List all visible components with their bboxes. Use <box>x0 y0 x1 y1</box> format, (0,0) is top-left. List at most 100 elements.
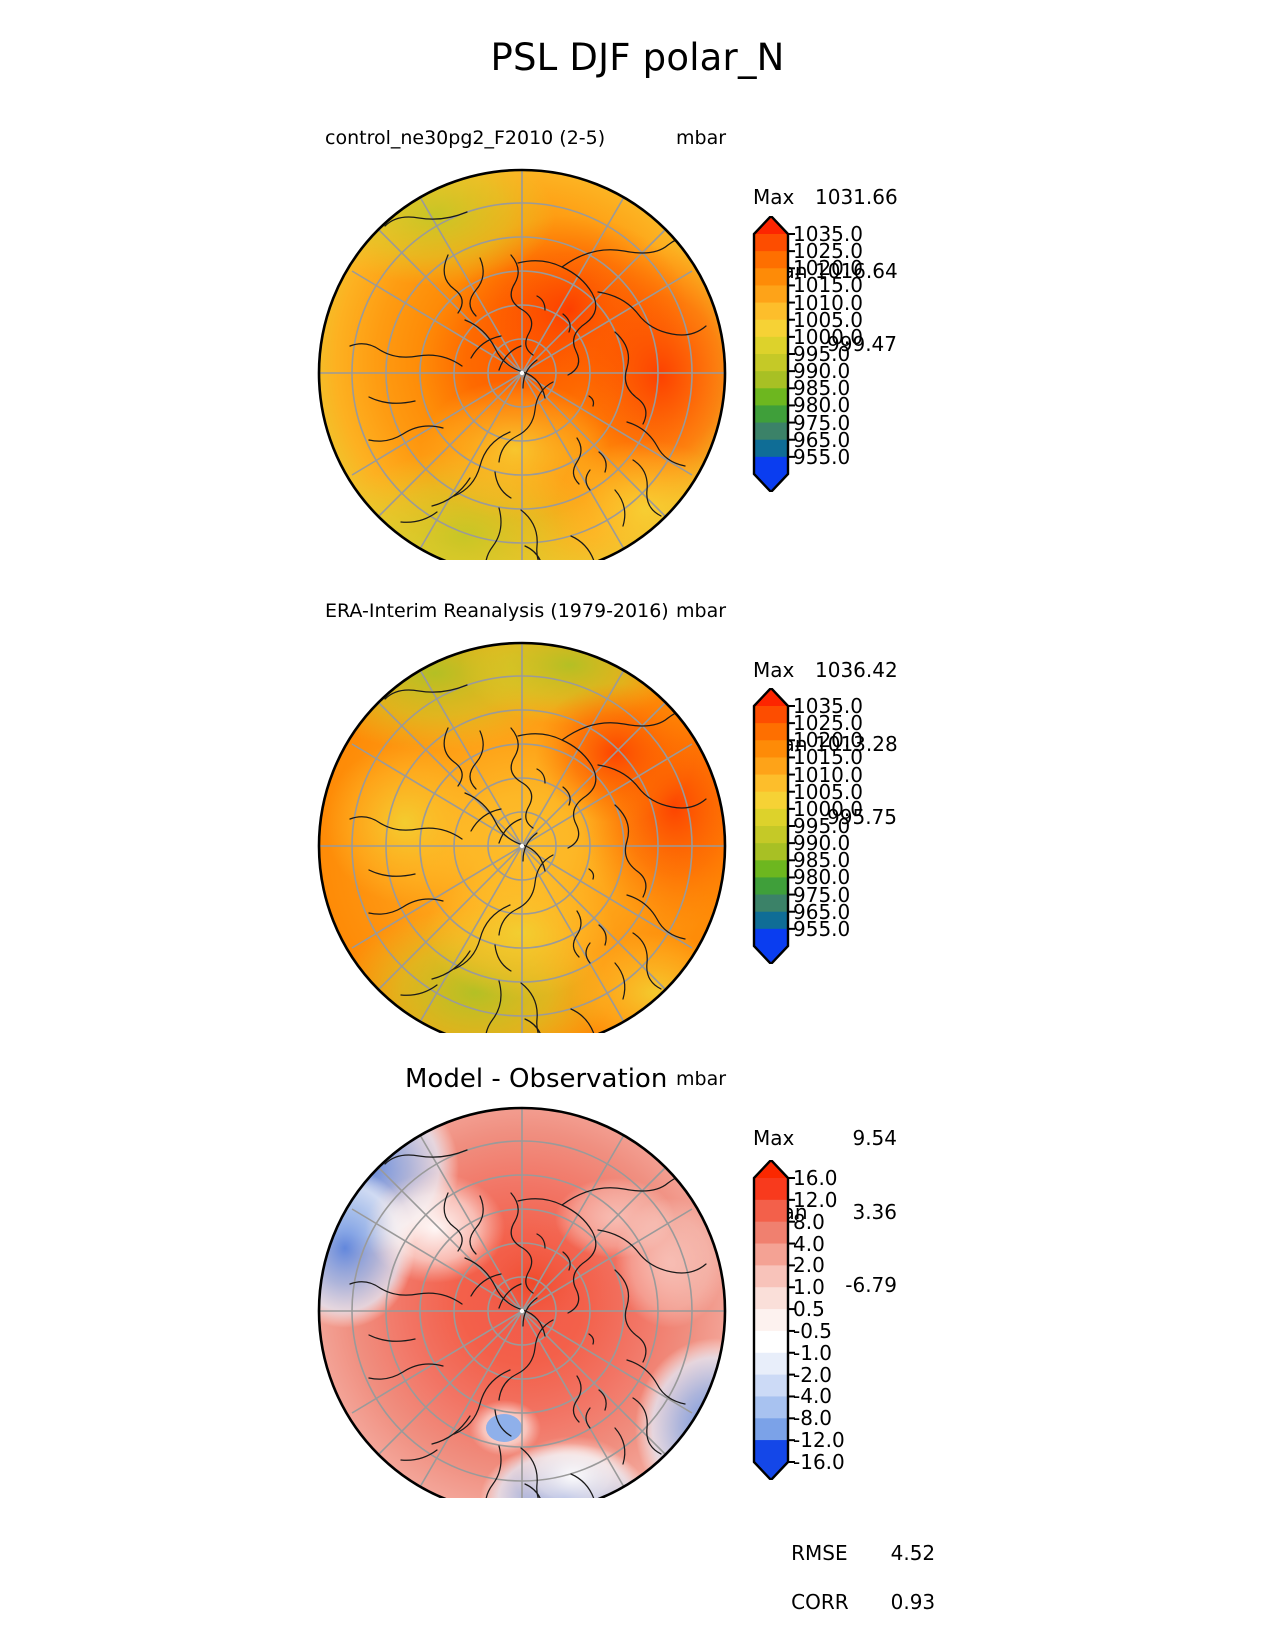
colorbar-tick-label: -1.0 <box>793 1340 833 1365</box>
colorbar-band <box>754 354 788 372</box>
colorbar-band <box>754 371 788 389</box>
map-coastlines <box>349 684 725 1049</box>
stat-value: 999.47 <box>827 332 897 356</box>
colorbar-tick-label: 965.0 <box>793 427 851 452</box>
colorbar-tick-label: 980.0 <box>793 865 851 890</box>
colorbar-tick-label: 0.5 <box>793 1297 825 1322</box>
colorbar-band <box>754 422 788 441</box>
colorbar-band <box>754 1221 788 1245</box>
colorbar-observation <box>748 686 800 968</box>
colorbar-band <box>754 791 788 810</box>
colorbar-tick-label: 1015.0 <box>793 745 863 770</box>
stat-label: Max <box>753 185 795 209</box>
colorbar-band <box>754 285 788 304</box>
colorbar-band <box>754 234 788 252</box>
stat-value: 1016.64 <box>815 258 898 283</box>
colorbar-band <box>754 1199 788 1223</box>
colorbar-tick-label: 16.0 <box>793 1166 838 1190</box>
map-field <box>319 643 725 1049</box>
colorbar-band <box>754 1309 788 1332</box>
colorbar-tick-label: 1025.0 <box>793 239 863 264</box>
pole-marker <box>519 1308 525 1314</box>
colorbar-tick-label: 995.0 <box>793 814 851 838</box>
colorbar-tick-label: 1010.0 <box>793 290 863 315</box>
colorbar-tick-label: -16.0 <box>793 1450 845 1474</box>
colorbar-band <box>754 723 788 741</box>
colorbar-band <box>754 843 788 861</box>
map-coastlines <box>349 1149 725 1514</box>
polar-map-model <box>315 160 735 578</box>
colorbar-band <box>754 1178 788 1201</box>
panel-observation-title: ERA-Interim Reanalysis (1979-2016) <box>325 600 669 622</box>
colorbar-difference <box>748 1158 800 1484</box>
stat-value: 3.36 <box>852 1199 897 1224</box>
colorbar-band <box>754 302 788 321</box>
colorbar-band <box>754 1287 788 1310</box>
colorbar-band <box>754 1330 788 1354</box>
colorbar-tick-label: 1005.0 <box>793 779 863 804</box>
polar-map-difference <box>315 1098 735 1516</box>
footer-stats: RMSE 4.52 CORR 0.93 <box>753 1516 935 1639</box>
colorbar-band <box>754 251 788 269</box>
map-coastlines <box>349 211 725 576</box>
panel-difference-units: mbar <box>676 1068 727 1090</box>
stat-value: -6.79 <box>845 1273 897 1297</box>
colorbar-tick-label: 1005.0 <box>793 307 863 332</box>
colorbar-tick-label: 1025.0 <box>793 711 863 736</box>
colorbar-tick-label: -2.0 <box>793 1362 833 1387</box>
colorbar-band <box>754 706 788 724</box>
colorbar-model-labels: 1035.0 1025.0 1020.0 1015.0 1010.0 1005.0 1000… <box>793 216 913 492</box>
colorbar-band <box>754 1352 788 1376</box>
colorbar-tick-label: 1015.0 <box>793 273 863 298</box>
colorbar-tick-label: -8.0 <box>793 1406 833 1431</box>
colorbar-tick-label: 975.0 <box>793 882 851 907</box>
stat-value: 9.54 <box>852 1126 897 1150</box>
colorbar-band <box>754 911 788 930</box>
colorbar-tick-label: 995.0 <box>793 342 851 366</box>
colorbar-tick-label: 955.0 <box>793 444 851 469</box>
colorbar-band <box>754 1440 788 1480</box>
colorbar-tick-label: 1.0 <box>793 1275 825 1300</box>
colorbar-band <box>754 928 788 964</box>
map-graticule <box>319 170 725 576</box>
stat-value: 1036.42 <box>815 658 898 682</box>
colorbar-band <box>754 1418 788 1441</box>
colorbar-band <box>754 1396 788 1419</box>
colorbar-band <box>754 808 788 827</box>
panel-difference-title: Model - Observation <box>405 1064 668 1094</box>
colorbar-svg <box>752 1158 795 1482</box>
stat-value: 995.75 <box>827 805 897 829</box>
panel-model-title: control_ne30pg2_F2010 (2-5) <box>325 127 606 149</box>
footer-stat-label: CORR <box>791 1589 849 1614</box>
colorbar-band <box>754 319 788 338</box>
colorbar-tick-label: 985.0 <box>793 376 851 401</box>
colorbar-tick-label: 990.0 <box>793 831 851 856</box>
colorbar-tick-label: -0.5 <box>793 1318 833 1343</box>
colorbar-band <box>754 860 788 879</box>
footer-stat-value: 4.52 <box>890 1540 936 1565</box>
colorbar-band <box>754 268 788 287</box>
colorbar-tick-label: 1010.0 <box>793 762 863 787</box>
colorbar-tick-label: 2.0 <box>793 1253 825 1278</box>
colorbar-band <box>754 1265 788 1288</box>
figure-title: PSL DJF polar_N <box>490 36 785 79</box>
polar-map-svg <box>317 1106 727 1516</box>
colorbar-tick-label: 975.0 <box>793 410 851 435</box>
stat-label: Max <box>753 1126 795 1150</box>
colorbar-tick-label: 4.0 <box>793 1231 825 1256</box>
polar-map-svg <box>317 168 727 578</box>
colorbar-tick-label: -4.0 <box>793 1384 833 1409</box>
footer-stat-value: 0.93 <box>890 1589 936 1614</box>
pole-marker <box>519 843 525 849</box>
map-field <box>319 170 725 576</box>
colorbar-tick-label: 965.0 <box>793 899 851 924</box>
polar-map-svg <box>317 641 727 1051</box>
colorbar-tick-label: 1035.0 <box>793 694 863 718</box>
polar-map-observation <box>315 633 735 1051</box>
colorbar-band <box>754 774 788 793</box>
panel-observation-units: mbar <box>676 600 727 622</box>
colorbar-svg <box>752 686 795 966</box>
pole-marker <box>519 370 525 376</box>
colorbar-tick-label: 1000.0 <box>793 324 863 349</box>
